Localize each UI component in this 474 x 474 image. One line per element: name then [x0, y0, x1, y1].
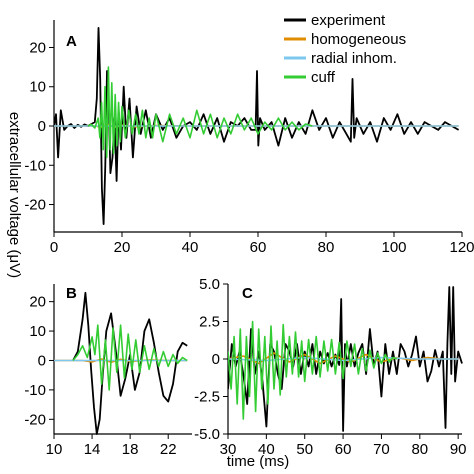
y-tick-label: 20 [29, 294, 46, 311]
y-tick-label: 0 [212, 351, 220, 368]
x-tick-label: 80 [411, 441, 428, 458]
legend-label: cuff [311, 69, 336, 86]
series-line-cuff [228, 320, 398, 420]
y-tick-label: 10 [29, 323, 46, 340]
x-tick-label: 60 [335, 441, 352, 458]
x-tick-label: 120 [449, 239, 474, 256]
x-tick-label: 40 [258, 441, 275, 458]
x-tick-label: 10 [46, 441, 63, 458]
legend-label: homogeneous [311, 31, 406, 48]
series-line-cuff [87, 66, 313, 159]
series-line-experiment [54, 26, 460, 226]
y-tick-label: 20 [29, 39, 46, 56]
x-tick-label: 0 [50, 239, 58, 256]
x-tick-label: 50 [296, 441, 313, 458]
y-tick-label: 2.5 [199, 314, 220, 331]
x-tick-label: 100 [381, 239, 406, 256]
panel-label: B [66, 285, 77, 302]
y-tick-label: 10 [29, 79, 46, 96]
panel-label: C [242, 285, 253, 302]
panel-c: 5.0 2.5 0 -2.5 -5.030 40 50 60 70 80 90 C [194, 276, 466, 458]
x-tick-label: 80 [318, 239, 335, 256]
x-tick-label: 90 [450, 441, 467, 458]
x-tick-label: 30 [220, 441, 237, 458]
x-tick-label: 40 [182, 239, 199, 256]
x-axis-label: time (ms) [227, 453, 290, 470]
legend: experiment homogeneous radial inhom. cuff [284, 12, 406, 86]
y-tick-label: 5.0 [199, 276, 220, 293]
legend-label: experiment [311, 12, 386, 29]
y-tick-label: -10 [24, 382, 46, 399]
y-tick-label: -5.0 [194, 426, 220, 443]
x-tick-label: 14 [84, 441, 101, 458]
series-line-cuff [72, 324, 188, 391]
x-tick-label: 70 [373, 441, 390, 458]
y-tick-label: -20 [24, 197, 46, 214]
x-tick-label: 60 [250, 239, 267, 256]
x-tick-label: 20 [114, 239, 131, 256]
legend-label: radial inhom. [311, 50, 397, 67]
y-tick-label: -2.5 [194, 389, 220, 406]
y-tick-label: 0 [38, 352, 46, 369]
y-tick-label: -10 [24, 157, 46, 174]
panel-label: A [66, 33, 77, 50]
x-tick-label: 22 [160, 441, 177, 458]
y-axis-label: extracellular voltage (μV) [6, 112, 23, 278]
y-tick-label: -20 [24, 411, 46, 428]
y-tick-label: 0 [38, 118, 46, 135]
x-tick-label: 18 [122, 441, 139, 458]
